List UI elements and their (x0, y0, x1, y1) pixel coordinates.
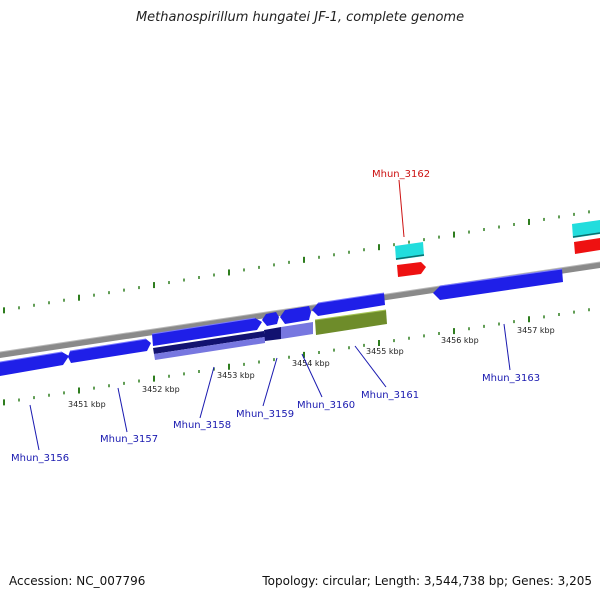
gene-label-3158[interactable]: Mhun_3158 (173, 420, 231, 431)
tick-label: 3456 kbp (441, 336, 479, 345)
tick-label: 3452 kbp (142, 385, 180, 394)
cds-3157[interactable] (68, 338, 151, 363)
upper-dot-track (3, 210, 590, 314)
tick-label: 3453 kbp (217, 371, 255, 380)
cds-3163[interactable] (433, 268, 563, 300)
lower-dot-track (3, 308, 590, 406)
gene-label-3159[interactable]: Mhun_3159 (236, 409, 294, 420)
cds-3159a[interactable] (262, 312, 279, 326)
cds-3158b[interactable] (153, 331, 265, 360)
tick-label: 3454 kbp (292, 359, 330, 368)
rrna-feature-3162[interactable] (397, 262, 426, 277)
accession-text: Accession: NC_007796 (9, 574, 146, 588)
cds-3158a[interactable] (151, 317, 262, 346)
cds-3159b[interactable] (264, 327, 281, 341)
genome-summary-text: Topology: circular; Length: 3,544,738 bp… (262, 574, 592, 588)
cds-3160a[interactable] (280, 306, 311, 324)
tick-label: 3455 kbp (366, 347, 404, 356)
map-title: Methanospirillum hungatei JF-1, complete… (135, 10, 465, 25)
gene-label-3157[interactable]: Mhun_3157 (100, 434, 158, 445)
tick-label: 3451 kbp (68, 400, 106, 409)
gene-label-3161[interactable]: Mhun_3161 (361, 390, 419, 401)
trna-feature-3164[interactable] (572, 220, 600, 238)
cds-3156[interactable] (0, 351, 69, 376)
tick-label: 3457 kbp (517, 326, 555, 335)
cds-3161b[interactable] (314, 309, 387, 335)
gene-label-3162[interactable]: Mhun_3162 (372, 169, 430, 180)
rrna-feature-3164[interactable] (574, 238, 600, 254)
trna-feature-3162[interactable] (395, 242, 425, 260)
cds-3160b[interactable] (281, 322, 313, 339)
gene-label-3156[interactable]: Mhun_3156 (11, 453, 69, 464)
gene-label-3160[interactable]: Mhun_3160 (297, 400, 355, 411)
cds-3161a[interactable] (312, 292, 385, 316)
gene-label-3163[interactable]: Mhun_3163 (482, 373, 540, 384)
